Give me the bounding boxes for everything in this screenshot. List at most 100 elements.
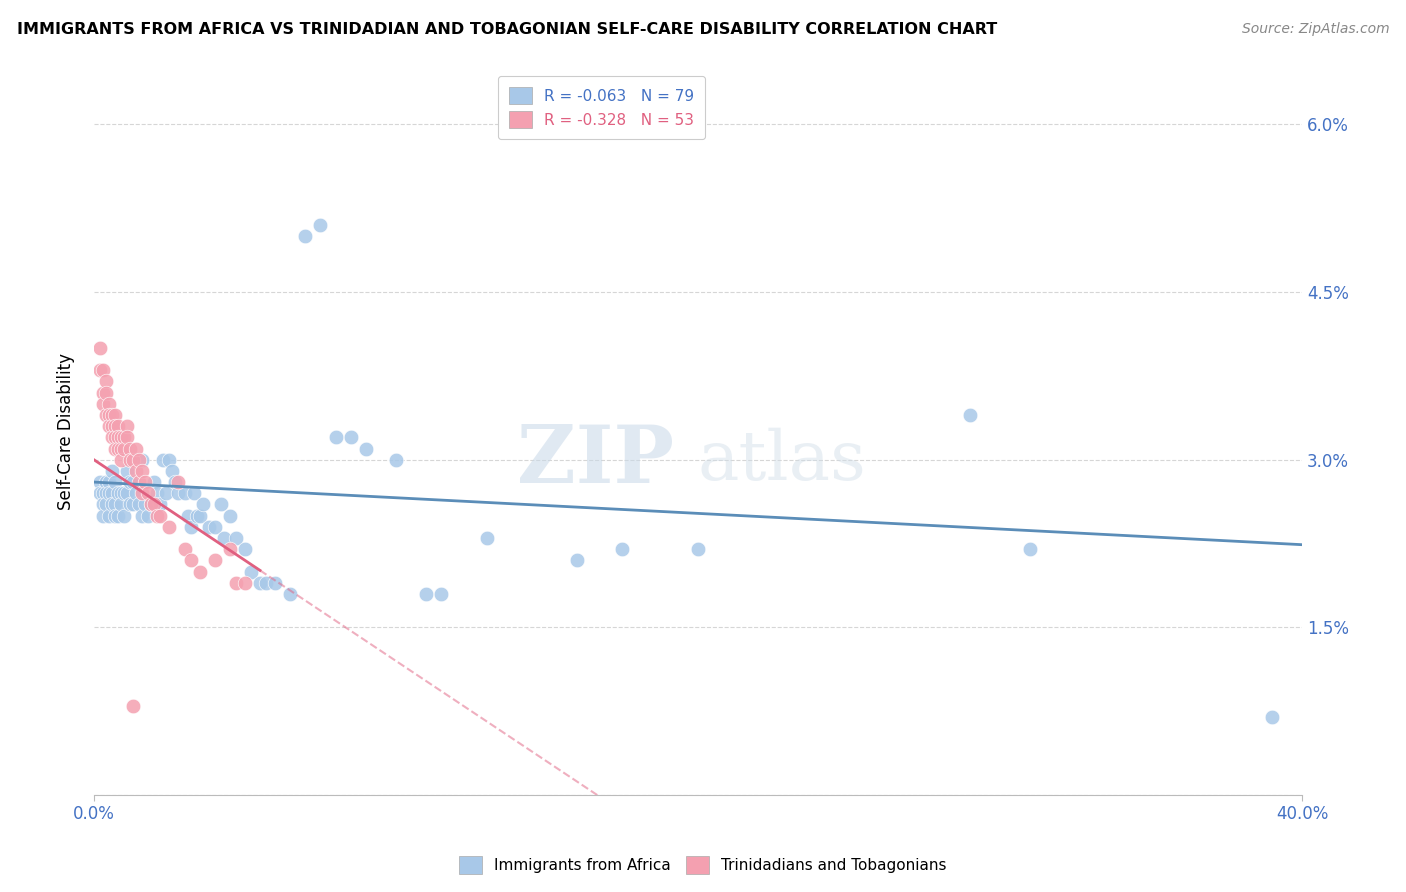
Point [107, 508, 129, 523]
Point [120, 498, 142, 512]
Point [110, 452, 132, 467]
Point [385, 452, 408, 467]
Point [430, 587, 453, 601]
Point [128, 498, 150, 512]
Point [94, 408, 117, 422]
Legend: R = -0.063   N = 79, R = -0.328   N = 53: R = -0.063 N = 79, R = -0.328 N = 53 [498, 76, 704, 139]
Point [94, 498, 117, 512]
Point [110, 442, 132, 456]
Point [115, 419, 138, 434]
Point [115, 486, 138, 500]
Point [159, 520, 181, 534]
Point [120, 452, 142, 467]
Point [173, 486, 195, 500]
Point [475, 531, 498, 545]
Text: IMMIGRANTS FROM AFRICA VS TRINIDADIAN AND TOBAGONIAN SELF-CARE DISABILITY CORREL: IMMIGRANTS FROM AFRICA VS TRINIDADIAN AN… [17, 22, 997, 37]
Point [98, 475, 121, 489]
Point [110, 430, 132, 444]
Point [183, 486, 205, 500]
Point [565, 553, 588, 567]
Point [152, 452, 174, 467]
Point [94, 486, 117, 500]
Point [120, 442, 142, 456]
Point [91, 397, 114, 411]
Point [101, 498, 124, 512]
Point [612, 542, 634, 557]
Point [209, 498, 232, 512]
Point [254, 575, 277, 590]
Point [294, 229, 316, 244]
Point [120, 475, 142, 489]
Point [101, 419, 124, 434]
Point [225, 531, 247, 545]
Point [155, 486, 177, 500]
Point [176, 508, 198, 523]
Point [131, 486, 153, 500]
Legend: Immigrants from Africa, Trinidadians and Tobagonians: Immigrants from Africa, Trinidadians and… [453, 850, 953, 880]
Point [94, 385, 117, 400]
Point [101, 486, 124, 500]
Point [91, 363, 114, 377]
Point [104, 508, 127, 523]
Point [173, 542, 195, 557]
Point [91, 498, 114, 512]
Point [122, 698, 145, 713]
Point [131, 464, 153, 478]
Point [162, 464, 184, 478]
Point [112, 486, 135, 500]
Point [104, 419, 127, 434]
Point [104, 475, 127, 489]
Point [94, 475, 117, 489]
Point [101, 430, 124, 444]
Point [149, 508, 172, 523]
Point [107, 430, 129, 444]
Point [110, 498, 132, 512]
Point [180, 520, 202, 534]
Text: ZIP: ZIP [517, 422, 673, 500]
Point [165, 475, 187, 489]
Point [134, 475, 156, 489]
Point [131, 508, 153, 523]
Point [98, 508, 121, 523]
Point [104, 430, 127, 444]
Point [112, 442, 135, 456]
Point [98, 397, 121, 411]
Point [143, 475, 166, 489]
Point [146, 508, 169, 523]
Point [188, 508, 211, 523]
Point [218, 508, 240, 523]
Point [91, 508, 114, 523]
Text: atlas: atlas [697, 427, 868, 494]
Point [233, 575, 256, 590]
Point [188, 565, 211, 579]
Point [218, 542, 240, 557]
Point [91, 486, 114, 500]
Point [1019, 542, 1042, 557]
Point [98, 408, 121, 422]
Point [98, 419, 121, 434]
Point [98, 486, 121, 500]
Point [89, 486, 111, 500]
Point [186, 508, 208, 523]
Point [415, 587, 437, 601]
Point [115, 464, 138, 478]
Point [125, 442, 148, 456]
Point [104, 498, 127, 512]
Point [225, 575, 247, 590]
Point [134, 498, 156, 512]
Point [197, 520, 219, 534]
Point [112, 508, 135, 523]
Point [191, 498, 214, 512]
Point [104, 408, 127, 422]
Point [101, 408, 124, 422]
Point [94, 375, 117, 389]
Point [136, 486, 159, 500]
Point [325, 430, 347, 444]
Point [131, 452, 153, 467]
Point [959, 408, 981, 422]
Point [141, 498, 163, 512]
Point [110, 486, 132, 500]
Point [107, 442, 129, 456]
Point [204, 553, 226, 567]
Point [125, 464, 148, 478]
